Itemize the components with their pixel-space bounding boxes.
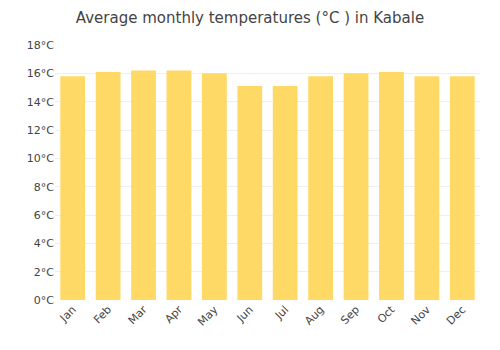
svg-text:May: May [195,303,221,329]
svg-text:Oct: Oct [375,303,398,326]
svg-text:Aug: Aug [302,303,326,327]
svg-text:2°C: 2°C [34,266,54,279]
svg-text:8°C: 8°C [34,181,54,194]
svg-text:Mar: Mar [126,303,150,327]
svg-text:16°C: 16°C [27,67,54,80]
svg-text:14°C: 14°C [27,96,54,109]
svg-text:18°C: 18°C [27,39,54,52]
svg-text:10°C: 10°C [27,152,54,165]
svg-text:Jun: Jun [234,303,256,325]
svg-text:4°C: 4°C [34,237,54,250]
svg-text:0°C: 0°C [34,294,54,307]
svg-text:Feb: Feb [91,303,114,326]
svg-text:Jan: Jan [57,303,79,325]
svg-text:Sep: Sep [338,303,362,327]
svg-text:6°C: 6°C [34,209,54,222]
svg-text:Nov: Nov [409,303,434,328]
svg-text:Apr: Apr [162,303,185,326]
svg-text:Jul: Jul [272,303,291,322]
svg-text:Average monthly temperatures (: Average monthly temperatures (°C ) in Ka… [76,9,424,27]
svg-text:12°C: 12°C [27,124,54,137]
svg-text:Dec: Dec [444,303,468,327]
